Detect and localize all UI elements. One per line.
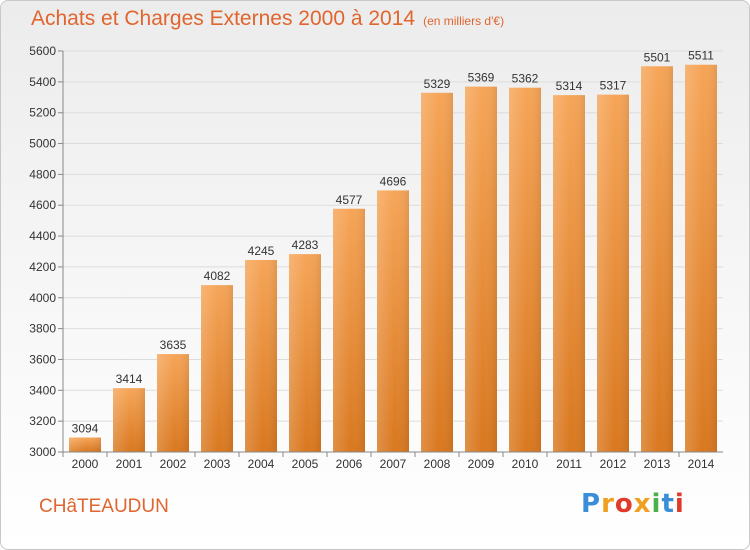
bar-shade-2012 [597,94,629,452]
x-tick-label-2000: 2000 [72,457,99,471]
y-tick-label-5600: 5600 [29,44,56,58]
chart-title: Achats et Charges Externes 2000 à 2014 (e… [31,7,504,31]
x-tick-label-2005: 2005 [292,457,319,471]
value-label-2004: 4245 [248,244,275,258]
value-label-2014: 5511 [688,49,714,63]
value-label-2001: 3414 [116,372,143,386]
bar-shade-2008 [421,92,453,452]
y-tick-label-3600: 3600 [29,352,56,366]
proxiti-logo: Proxiti [581,489,685,519]
x-tick-label-2003: 2003 [204,457,231,471]
bar-shade-2006 [333,208,365,452]
x-tick-label-2002: 2002 [160,457,187,471]
y-tick-label-4600: 4600 [29,198,56,212]
value-label-2002: 3635 [160,338,187,352]
bar-shade-2013 [641,66,673,452]
axes: 3000 3200 3400 3600 3800 4000 4200 4400 4600 4800… [29,44,723,471]
bar-shade-2002 [157,354,189,452]
x-tick-label-2009: 2009 [468,457,495,471]
y-tick-label-3400: 3400 [29,383,56,397]
value-labels: 3094 3414 3635 4082 4245 4283 4577 4696 5329 5369… [72,49,715,436]
x-tick-label-2011: 2011 [556,457,582,471]
commune-name: CHâTEAUDUN [39,496,169,517]
x-tick-label-2007: 2007 [380,457,407,471]
y-tick-label-4200: 4200 [29,260,56,274]
bar-shade-2014 [685,64,717,453]
bar-shade-2003 [201,285,233,452]
x-tick-label-2006: 2006 [336,457,363,471]
value-label-2009: 5369 [468,71,495,85]
bar-shade-2000 [69,437,101,452]
x-tick-label-2008: 2008 [424,457,451,471]
value-label-2000: 3094 [72,422,99,436]
chart-subtitle: (en milliers d'€) [423,14,505,28]
y-tick-label-5000: 5000 [29,137,56,151]
y-tick-label-3000: 3000 [29,445,56,459]
value-label-2012: 5317 [600,79,627,93]
y-tick-label-5400: 5400 [29,75,56,89]
value-label-2013: 5501 [644,50,671,64]
value-label-2006: 4577 [336,193,363,207]
y-tick-label-4400: 4400 [29,229,56,243]
value-label-2005: 4283 [292,238,319,252]
y-tick-label-3800: 3800 [29,322,56,336]
x-tick-label-2012: 2012 [600,457,627,471]
chart-title-text: Achats et Charges Externes 2000 à 2014 [31,7,416,30]
value-label-2008: 5329 [424,77,451,91]
bars [69,64,717,453]
y-tick-label-4000: 4000 [29,291,56,305]
x-tick-label-2014: 2014 [688,457,715,471]
value-label-2003: 4082 [204,269,231,283]
y-tick-label-3200: 3200 [29,414,56,428]
bar-shade-2010 [509,87,541,453]
bar-shade-2011 [553,95,585,453]
value-label-2010: 5362 [512,72,539,86]
bar-shade-2001 [113,388,145,452]
x-tick-label-2001: 2001 [116,457,143,471]
x-tick-label-2013: 2013 [644,457,671,471]
x-tick-label-2004: 2004 [248,457,275,471]
value-label-2007: 4696 [380,174,407,188]
bar-shade-2007 [377,190,409,452]
bar-shade-2005 [289,254,321,452]
y-tick-label-5200: 5200 [29,106,56,120]
x-tick-label-2010: 2010 [512,457,539,471]
bar-shade-2004 [245,259,277,452]
bar-shade-2009 [465,86,497,452]
value-label-2011: 5314 [556,79,583,93]
y-tick-label-4800: 4800 [29,167,56,181]
